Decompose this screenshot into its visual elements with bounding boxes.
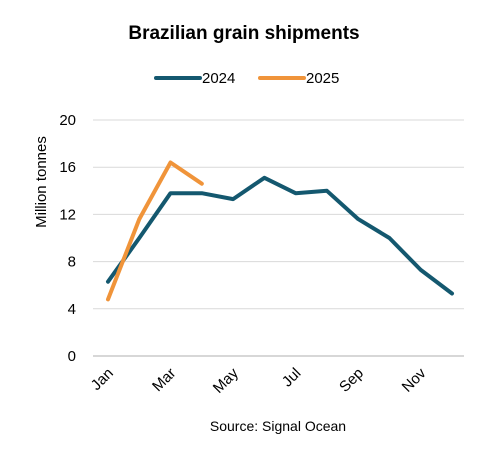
- x-tick-label: May: [210, 364, 242, 396]
- series-line-2025: [106, 160, 204, 302]
- x-tick-label: Jan: [88, 365, 117, 394]
- y-tick-label: 20: [59, 112, 76, 129]
- x-axis-ticks: Jan Mar May Jul Sep Nov: [88, 364, 430, 396]
- x-tick-label: Mar: [149, 365, 179, 395]
- y-tick-label: 12: [59, 206, 76, 223]
- y-tick-label: 4: [68, 301, 76, 318]
- x-tick-label: Nov: [399, 364, 430, 395]
- y-axis-ticks: 0 4 8 12 16 20: [59, 112, 76, 365]
- series-lines: [106, 160, 454, 302]
- series-line-2024: [106, 175, 454, 296]
- gridlines: [93, 119, 464, 357]
- source-note: Source: Signal Ocean: [210, 418, 346, 434]
- y-tick-label: 8: [68, 254, 76, 271]
- chart-title: Brazilian grain shipments: [128, 23, 359, 44]
- y-axis-label: Million tonnes: [33, 136, 50, 228]
- legend-label-2024: 2024: [202, 70, 235, 87]
- y-tick-label: 0: [68, 348, 76, 365]
- legend: 2024 2025: [154, 70, 339, 87]
- x-tick-label: Sep: [336, 365, 367, 396]
- y-tick-label: 16: [59, 159, 76, 176]
- x-tick-label: Jul: [279, 365, 305, 391]
- legend-label-2025: 2025: [306, 70, 339, 87]
